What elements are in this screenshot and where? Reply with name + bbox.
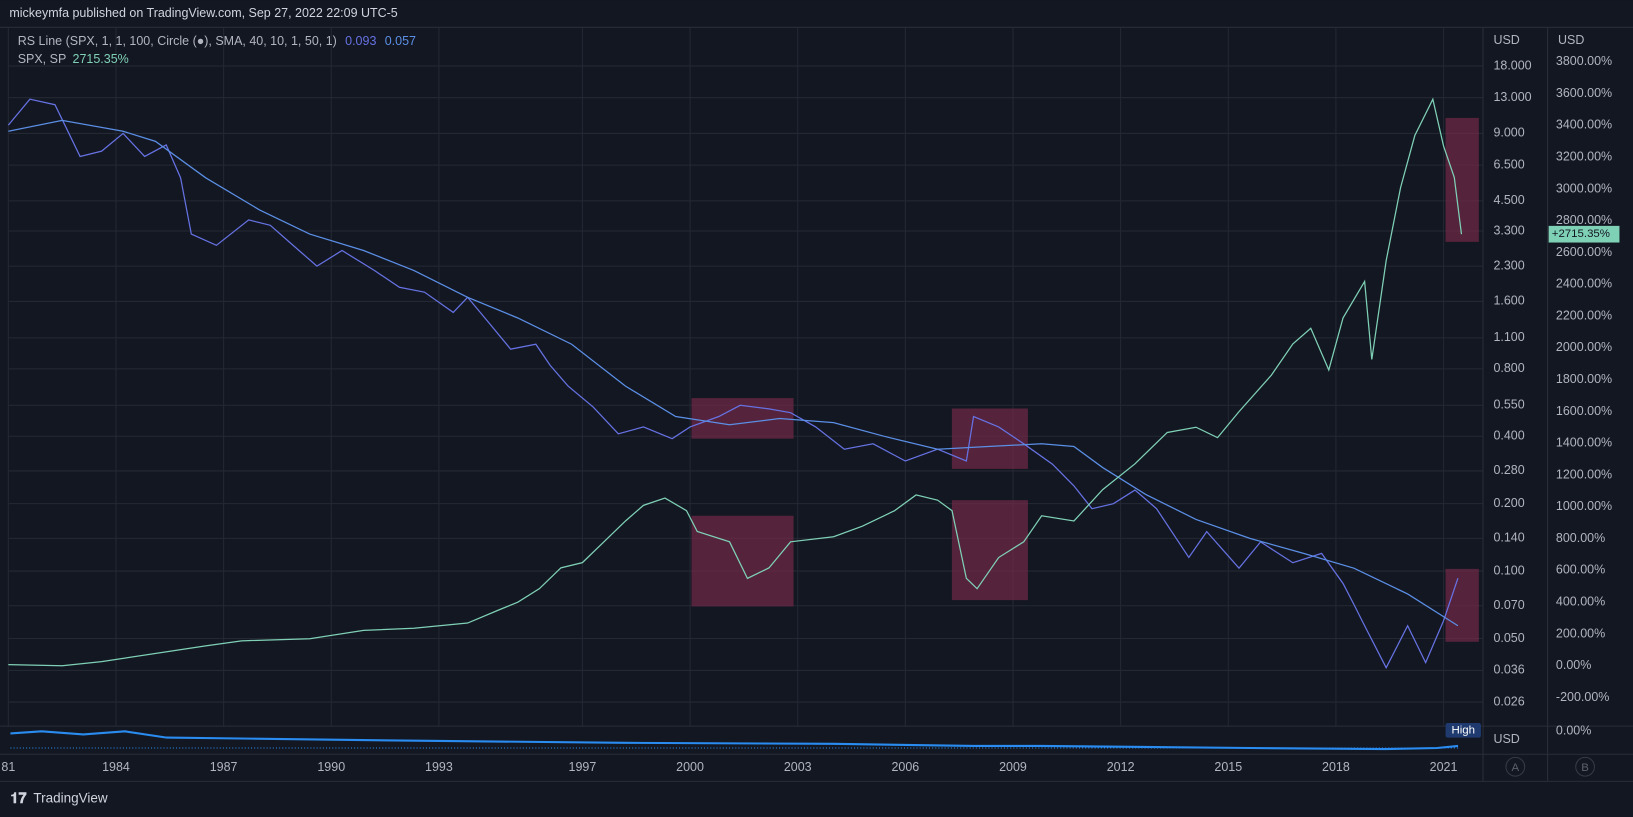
button[interactable] [1505,756,1526,777]
y-tick-label: 1.100 [1493,330,1524,344]
y2-tick-label: 0.00% [1556,658,1591,672]
y-tick-label: 3.300 [1493,223,1524,237]
button-label[interactable]: A [1511,762,1519,774]
highlight-box [691,515,794,607]
y-tick-label: 0.550 [1493,398,1524,412]
y2-tick-label: 2600.00% [1556,245,1612,259]
y-tick-label: 18.000 [1493,58,1531,72]
y2-tick-label: 400.00% [1556,594,1605,608]
button[interactable] [1575,756,1595,777]
legend-value: 2715.35% [73,52,129,66]
y2-tick-label: 1800.00% [1556,372,1612,386]
y-tick-label: 13.000 [1493,90,1531,104]
x-tick-label: 2006 [891,760,919,774]
y-tick-label: 0.050 [1493,631,1524,645]
x-tick-label: 1987 [210,760,238,774]
lower-pane-tag-label: High [1451,724,1475,736]
highlight-boxes [691,117,1479,642]
highlight-box [951,500,1028,601]
y2-tick-label: 1200.00% [1556,467,1612,481]
y-tick-label: 0.200 [1493,496,1524,510]
header: mickeymfa published on TradingView.com, … [9,6,397,20]
lower-pane-tick: 0.00% [1556,724,1591,738]
y2-tick-label: 3600.00% [1556,86,1612,100]
y2-tick-label: -200.00% [1556,690,1609,704]
x-tick-label: 2003 [784,760,812,774]
y2-axis-unit: USD [1558,33,1584,47]
highlight-box [1445,117,1479,242]
y2-tick-label: 1600.00% [1556,404,1612,418]
y-tick-label: 1.600 [1493,294,1524,308]
lower-pane-line [10,730,1459,751]
series-line [7,98,1459,670]
y-tick-label: 9.000 [1493,126,1524,140]
y2-tick-label: 2200.00% [1556,308,1612,322]
y2-tick-label: 3200.00% [1556,149,1612,163]
legend-value: 0.057 [385,34,416,48]
y-tick-label: 0.800 [1493,361,1524,375]
y2-tick-label: 600.00% [1556,563,1605,577]
legend-name: RS Line (SPX, 1, 1, 100, Circle (●), SMA… [18,34,337,48]
series-lines [7,97,1463,670]
y-tick-label: 0.280 [1493,463,1524,477]
y-tick-label: 0.400 [1493,429,1524,443]
y2-tick-label: 200.00% [1556,626,1605,640]
x-tick-label: 2009 [999,760,1027,774]
y-tick-label: 4.500 [1493,193,1524,207]
y-tick-label: 0.100 [1493,563,1524,577]
y-tick-label: 2.300 [1493,258,1524,272]
series-line [8,119,1459,627]
x-tick-label: 2012 [1107,760,1135,774]
x-tick-label: 2018 [1322,760,1350,774]
y-tick-label: 0.026 [1493,694,1524,708]
footer: TradingView [33,791,108,806]
x-tick-label: 1990 [317,760,345,774]
price-tag-box [1548,225,1620,243]
y-tick-label: 6.500 [1493,157,1524,171]
price-tag: +2715.35% [1552,228,1610,240]
x-tick-label: 2021 [1430,760,1458,774]
legend: RS Line (SPX, 1, 1, 100, Circle (●), SMA… [18,34,416,66]
x-tick-label: 2000 [676,760,704,774]
legend-value: 0.093 [345,34,376,48]
x-tick-label: 2015 [1214,760,1242,774]
y2-tick-label: 3800.00% [1556,54,1612,68]
y-tick-label: 0.140 [1493,531,1524,545]
y2-tick-label: 800.00% [1556,531,1605,545]
y-tick-label: 0.070 [1493,598,1524,612]
highlight-box [1445,568,1479,642]
legend-name: SPX, SP [18,52,67,66]
lower-pane-unit: USD [1493,732,1519,746]
button-label[interactable]: B [1581,762,1589,774]
series-line [8,97,1463,667]
y-tick-label: 0.036 [1493,663,1524,677]
y2-tick-label: 3000.00% [1556,181,1612,195]
x-tick-label: 81 [1,760,15,774]
y2-tick-label: 2000.00% [1556,340,1612,354]
y2-tick-label: 3400.00% [1556,118,1612,132]
x-tick-label: 1997 [569,760,597,774]
y2-tick-label: 1400.00% [1556,436,1612,450]
y2-tick-label: 1000.00% [1556,499,1612,513]
footer-logo: 𝟏𝟕 [10,791,27,807]
lower-pane-tag [1445,723,1481,738]
y-axis-unit: USD [1493,33,1519,47]
x-tick-label: 1984 [102,760,130,774]
y2-tick-label: 2800.00% [1556,213,1612,227]
y2-tick-label: 2400.00% [1556,277,1612,291]
x-tick-label: 1993 [425,760,453,774]
